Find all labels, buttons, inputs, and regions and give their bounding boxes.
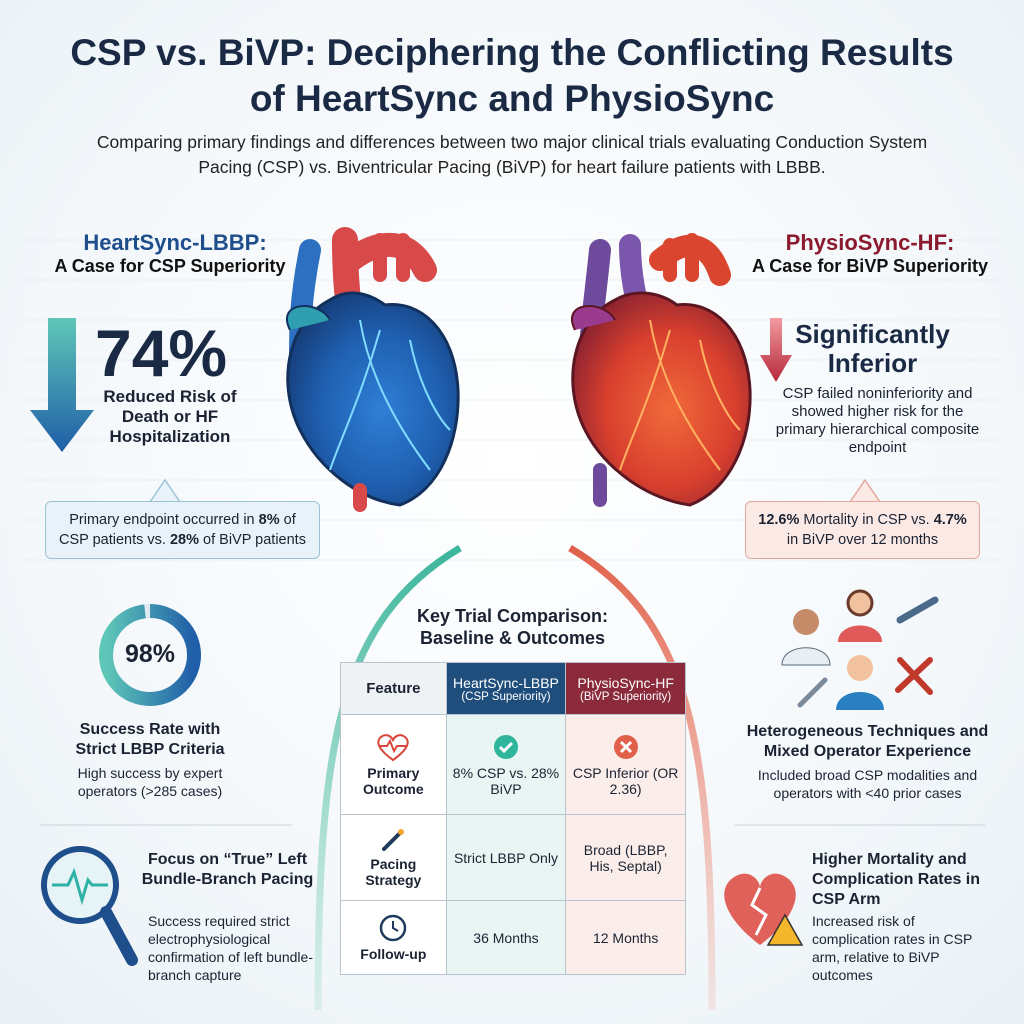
trial-name: PhysioSync-HF: xyxy=(785,230,955,255)
magnifier-icon xyxy=(41,846,138,966)
donut-label: 98% xyxy=(124,640,176,668)
trial-claim: A Case for CSP Superiority xyxy=(54,256,286,276)
table-row: Follow-up 36 Months 12 Months xyxy=(340,900,686,975)
section-text: Included broad CSP modalities and operat… xyxy=(757,767,978,801)
callout-value: 8% xyxy=(258,512,280,528)
section-text: Success required strict electrophysiolog… xyxy=(148,913,313,983)
section-text: High success by expert operators (>285 c… xyxy=(77,765,223,799)
subtitle: Comparing primary findings and differenc… xyxy=(96,132,928,177)
table-row: Pacing Strategy Strict LBBP Only Broad (… xyxy=(340,814,686,901)
callout-text: Primary endpoint occurred in xyxy=(69,512,255,528)
donut-ring xyxy=(99,604,201,706)
operators-icon xyxy=(781,589,939,710)
header-cell: HeartSync-LBBP (CSP Superiority) xyxy=(445,662,567,715)
red-heart xyxy=(571,233,752,507)
trial-name: HeartSync-LBBP: xyxy=(83,230,267,255)
stat-label: Reduced Risk of Death or HF Hospitalizat… xyxy=(103,387,237,446)
cell: CSP Inferior (OR 2.36) xyxy=(565,714,686,815)
section-text: Increased risk of complication rates in … xyxy=(812,913,973,983)
cell: Strict LBBP Only xyxy=(445,814,567,901)
title: CSP vs. BiVP: Deciphering the Conflictin… xyxy=(70,32,954,119)
trial-claim: A Case for BiVP Superiority xyxy=(751,256,989,276)
section-title: Heterogeneous Techniques and Mixed Opera… xyxy=(746,723,989,760)
column-name: HeartSync-LBBP xyxy=(453,674,559,691)
cell: 8% CSP vs. 28% BiVP xyxy=(445,714,567,815)
callout-pointer xyxy=(849,478,881,503)
column-name: PhysioSync-HF xyxy=(577,674,674,691)
feature-name: Pacing Strategy xyxy=(365,856,422,888)
cell: 12 Months xyxy=(565,900,686,975)
header-cell: PhysioSync-HF (BiVP Superiority) xyxy=(565,662,686,715)
callout-text: Mortality in CSP vs. xyxy=(803,512,930,528)
callout-text: of CSP patients vs. xyxy=(59,512,296,548)
header-cell: Feature xyxy=(340,662,447,715)
table-title: Key Trial Comparison: Baseline & Outcome… xyxy=(416,606,609,648)
callout-value: 28% xyxy=(169,532,200,548)
right-arc xyxy=(568,544,716,1011)
feature-name: Primary Outcome xyxy=(362,765,424,797)
wand-icon xyxy=(382,829,405,851)
down-arrow xyxy=(30,318,94,452)
cell-text: CSP Inferior (OR 2.36) xyxy=(572,765,679,797)
feature-name: Follow-up xyxy=(360,946,427,962)
callout-pointer xyxy=(149,478,181,503)
background-grid xyxy=(20,239,1004,561)
table-header: Feature HeartSync-LBBP (CSP Superiority) … xyxy=(340,662,686,715)
callout-text: in BiVP over 12 months xyxy=(786,532,939,548)
callout: 12.6% Mortality in CSP vs. 4.7% in BiVP … xyxy=(745,501,980,559)
section-title: Higher Mortality and Complication Rates … xyxy=(812,851,981,908)
cell-text: 8% CSP vs. 28% BiVP xyxy=(452,765,560,797)
callout-value: 4.7% xyxy=(933,512,967,528)
broken-heart-icon xyxy=(724,873,804,946)
clock-icon xyxy=(380,914,407,942)
callout-text: of BiVP patients xyxy=(203,532,306,548)
stat-label: CSP failed noninferiority and showed hig… xyxy=(775,385,980,456)
feature-cell: Pacing Strategy xyxy=(340,814,447,901)
feature-cell: Primary Outcome xyxy=(340,714,447,815)
cell: Broad (LBBP, His, Septal) xyxy=(565,814,686,901)
callout-value: 12.6% xyxy=(758,512,800,528)
blue-heart xyxy=(286,227,460,512)
big-stat: Significantly Inferior xyxy=(795,319,950,378)
cell: 36 Months xyxy=(445,900,567,975)
column-note: (BiVP Superiority) xyxy=(580,690,672,703)
section-title: Focus on “True” Left Bundle-Branch Pacin… xyxy=(141,851,314,888)
section-title: Success Rate with Strict LBBP Criteria xyxy=(75,721,225,758)
big-stat: 74% xyxy=(95,316,228,390)
heart-ecg-icon xyxy=(377,734,409,762)
down-arrow xyxy=(760,318,792,382)
check-icon xyxy=(493,735,518,759)
table-row: Primary Outcome 8% CSP vs. 28% BiVP CSP … xyxy=(340,714,686,815)
column-note: (CSP Superiority) xyxy=(461,690,551,703)
callout: Primary endpoint occurred in 8% of CSP p… xyxy=(45,501,320,559)
comparison-table: Feature HeartSync-LBBP (CSP Superiority) … xyxy=(340,662,686,975)
feature-cell: Follow-up xyxy=(340,900,447,975)
cross-icon xyxy=(613,735,638,759)
